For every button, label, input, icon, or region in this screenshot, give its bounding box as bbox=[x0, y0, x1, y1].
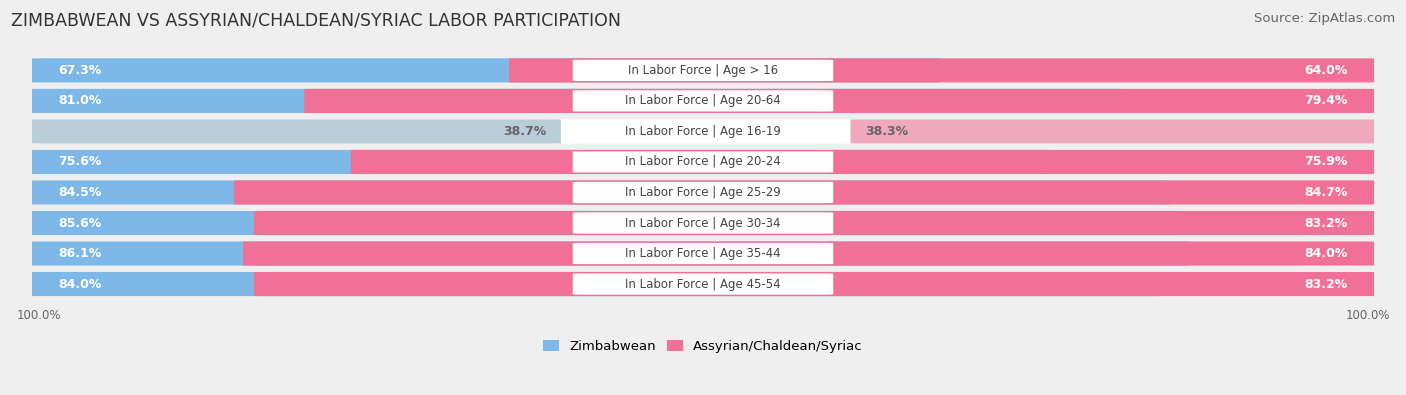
Text: 85.6%: 85.6% bbox=[59, 216, 101, 229]
FancyBboxPatch shape bbox=[31, 211, 1184, 235]
FancyBboxPatch shape bbox=[31, 58, 941, 83]
Text: In Labor Force | Age > 16: In Labor Force | Age > 16 bbox=[628, 64, 778, 77]
Text: Source: ZipAtlas.com: Source: ZipAtlas.com bbox=[1254, 12, 1395, 25]
Text: 84.0%: 84.0% bbox=[1305, 247, 1347, 260]
FancyBboxPatch shape bbox=[31, 241, 1191, 265]
Text: 75.6%: 75.6% bbox=[59, 156, 101, 168]
FancyBboxPatch shape bbox=[28, 119, 1378, 143]
Text: In Labor Force | Age 20-64: In Labor Force | Age 20-64 bbox=[626, 94, 780, 107]
FancyBboxPatch shape bbox=[233, 181, 1375, 205]
Text: In Labor Force | Age 25-29: In Labor Force | Age 25-29 bbox=[626, 186, 780, 199]
FancyBboxPatch shape bbox=[31, 272, 1163, 296]
FancyBboxPatch shape bbox=[254, 272, 1375, 296]
Text: ZIMBABWEAN VS ASSYRIAN/CHALDEAN/SYRIAC LABOR PARTICIPATION: ZIMBABWEAN VS ASSYRIAN/CHALDEAN/SYRIAC L… bbox=[11, 12, 621, 30]
FancyBboxPatch shape bbox=[28, 241, 1378, 266]
FancyBboxPatch shape bbox=[28, 211, 1378, 235]
FancyBboxPatch shape bbox=[304, 89, 1375, 113]
Text: 83.2%: 83.2% bbox=[1305, 278, 1347, 291]
Text: 38.7%: 38.7% bbox=[503, 125, 546, 138]
Text: In Labor Force | Age 45-54: In Labor Force | Age 45-54 bbox=[626, 278, 780, 291]
FancyBboxPatch shape bbox=[31, 150, 1052, 174]
Text: 64.0%: 64.0% bbox=[1305, 64, 1347, 77]
FancyBboxPatch shape bbox=[572, 213, 834, 233]
Text: In Labor Force | Age 16-19: In Labor Force | Age 16-19 bbox=[626, 125, 780, 138]
FancyBboxPatch shape bbox=[243, 241, 1375, 265]
FancyBboxPatch shape bbox=[572, 182, 834, 203]
Text: 67.3%: 67.3% bbox=[59, 64, 101, 77]
FancyBboxPatch shape bbox=[572, 121, 834, 142]
FancyBboxPatch shape bbox=[31, 119, 561, 143]
FancyBboxPatch shape bbox=[28, 58, 1378, 83]
Legend: Zimbabwean, Assyrian/Chaldean/Syriac: Zimbabwean, Assyrian/Chaldean/Syriac bbox=[543, 340, 863, 353]
FancyBboxPatch shape bbox=[28, 89, 1378, 113]
Text: 83.2%: 83.2% bbox=[1305, 216, 1347, 229]
Text: In Labor Force | Age 35-44: In Labor Force | Age 35-44 bbox=[626, 247, 780, 260]
Text: 81.0%: 81.0% bbox=[59, 94, 101, 107]
FancyBboxPatch shape bbox=[851, 119, 1375, 143]
FancyBboxPatch shape bbox=[572, 90, 834, 111]
Text: 38.3%: 38.3% bbox=[865, 125, 908, 138]
FancyBboxPatch shape bbox=[352, 150, 1375, 174]
FancyBboxPatch shape bbox=[572, 151, 834, 173]
FancyBboxPatch shape bbox=[572, 60, 834, 81]
FancyBboxPatch shape bbox=[572, 243, 834, 264]
Text: 86.1%: 86.1% bbox=[59, 247, 101, 260]
FancyBboxPatch shape bbox=[509, 58, 1375, 83]
Text: In Labor Force | Age 30-34: In Labor Force | Age 30-34 bbox=[626, 216, 780, 229]
FancyBboxPatch shape bbox=[572, 273, 834, 295]
Text: 84.0%: 84.0% bbox=[59, 278, 101, 291]
FancyBboxPatch shape bbox=[254, 211, 1375, 235]
FancyBboxPatch shape bbox=[28, 272, 1378, 296]
FancyBboxPatch shape bbox=[31, 181, 1170, 205]
Text: 84.7%: 84.7% bbox=[1305, 186, 1347, 199]
Text: 84.5%: 84.5% bbox=[59, 186, 101, 199]
FancyBboxPatch shape bbox=[28, 150, 1378, 174]
FancyBboxPatch shape bbox=[28, 181, 1378, 205]
Text: 79.4%: 79.4% bbox=[1305, 94, 1347, 107]
Text: In Labor Force | Age 20-24: In Labor Force | Age 20-24 bbox=[626, 156, 780, 168]
FancyBboxPatch shape bbox=[31, 89, 1123, 113]
Text: 75.9%: 75.9% bbox=[1305, 156, 1347, 168]
